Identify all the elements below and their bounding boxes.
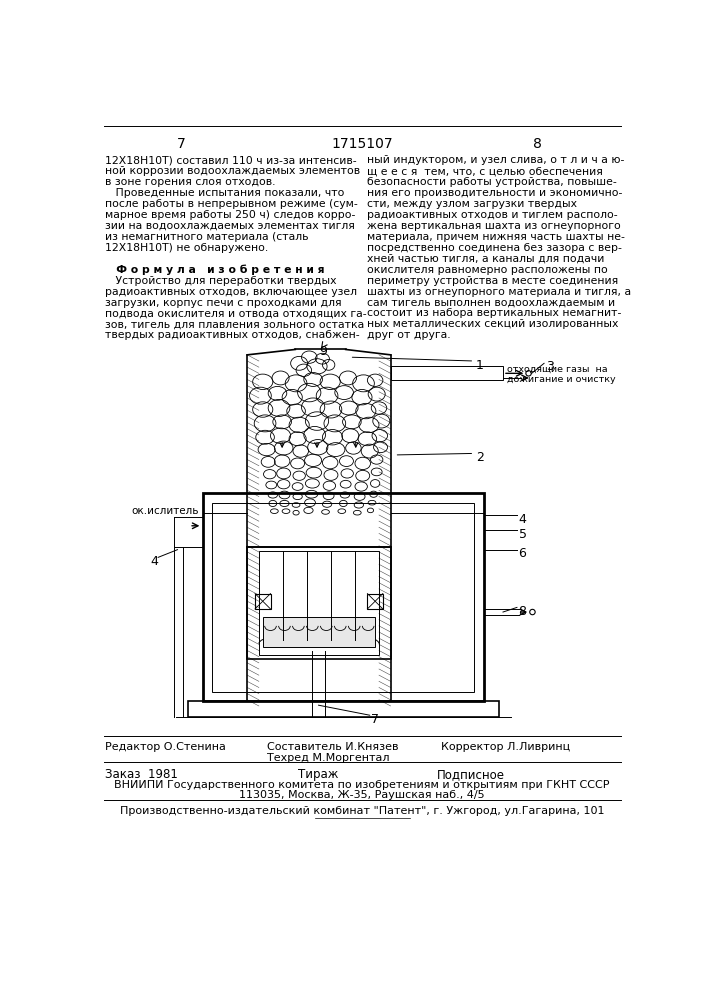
Text: твердых радиоактивных отходов, снабжен-: твердых радиоактивных отходов, снабжен- xyxy=(105,330,360,340)
Bar xyxy=(187,701,499,717)
Bar xyxy=(368,594,383,609)
Text: Заказ  1981: Заказ 1981 xyxy=(105,768,178,781)
Text: 6: 6 xyxy=(518,547,527,560)
Text: щ е е с я  тем, что, с целью обеспечения: щ е е с я тем, что, с целью обеспечения xyxy=(368,166,603,176)
Text: окислителя равномерно расположены по: окислителя равномерно расположены по xyxy=(368,265,608,275)
Text: 1: 1 xyxy=(476,359,484,372)
Text: ния его производительности и экономично-: ния его производительности и экономично- xyxy=(368,188,623,198)
Text: в зоне горения слоя отходов.: в зоне горения слоя отходов. xyxy=(105,177,276,187)
Bar xyxy=(203,493,484,701)
Text: Тираж: Тираж xyxy=(298,768,338,781)
Text: 8: 8 xyxy=(534,137,542,151)
Text: Подписное: Подписное xyxy=(437,768,505,781)
Text: шахты из огнеупорного материала и тигля, а: шахты из огнеупорного материала и тигля,… xyxy=(368,287,631,297)
Text: 2: 2 xyxy=(476,451,484,464)
Text: ный индуктором, и узел слива, о т л и ч а ю-: ный индуктором, и узел слива, о т л и ч … xyxy=(368,155,625,165)
Text: отходящие газы  на
дожигание и очистку: отходящие газы на дожигание и очистку xyxy=(507,365,616,384)
Text: Устройство для переработки твердых: Устройство для переработки твердых xyxy=(105,276,337,286)
Text: зов, тигель для плавления зольного остатка: зов, тигель для плавления зольного остат… xyxy=(105,319,365,329)
Text: ок.ислитель: ок.ислитель xyxy=(131,506,199,516)
Text: 7: 7 xyxy=(371,713,379,726)
Text: ВНИИПИ Государственного комитета по изобретениям и открытиям при ГКНТ СССР: ВНИИПИ Государственного комитета по изоб… xyxy=(115,780,609,790)
Bar xyxy=(212,503,474,692)
Text: 113035, Москва, Ж-35, Раушская наб., 4/5: 113035, Москва, Ж-35, Раушская наб., 4/5 xyxy=(239,790,485,800)
Text: 5: 5 xyxy=(518,528,527,541)
Text: сти, между узлом загрузки твердых: сти, между узлом загрузки твердых xyxy=(368,199,578,209)
Bar xyxy=(259,551,379,655)
Text: 12Х18Н10Т) составил 110 ч из-за интенсив-: 12Х18Н10Т) составил 110 ч из-за интенсив… xyxy=(105,155,357,165)
Text: загрузки, корпус печи с проходками для: загрузки, корпус печи с проходками для xyxy=(105,298,342,308)
Text: Составитель И.Князев: Составитель И.Князев xyxy=(267,742,398,752)
Bar xyxy=(263,617,375,647)
Text: подвода окислителя и отвода отходящих га-: подвода окислителя и отвода отходящих га… xyxy=(105,308,367,318)
Text: Редактор О.Стенина: Редактор О.Стенина xyxy=(105,742,226,752)
Text: хней частью тигля, а каналы для подачи: хней частью тигля, а каналы для подачи xyxy=(368,254,604,264)
Text: посредственно соединена без зазора с вер-: посредственно соединена без зазора с вер… xyxy=(368,243,622,253)
Text: радиоактивных отходов, включающее узел: радиоактивных отходов, включающее узел xyxy=(105,287,358,297)
Text: Производственно-издательский комбинат "Патент", г. Ужгород, ул.Гагарина, 101: Производственно-издательский комбинат "П… xyxy=(119,806,604,816)
Text: 12Х18Н10Т) не обнаружено.: 12Х18Н10Т) не обнаружено. xyxy=(105,243,269,253)
Text: ных металлических секций изолированных: ных металлических секций изолированных xyxy=(368,319,619,329)
Text: Корректор Л.Ливринц: Корректор Л.Ливринц xyxy=(441,742,570,752)
Bar xyxy=(247,547,391,659)
Text: марное время работы 250 ч) следов корро-: марное время работы 250 ч) следов корро- xyxy=(105,210,356,220)
Text: зии на водоохлаждаемых элементах тигля: зии на водоохлаждаемых элементах тигля xyxy=(105,221,356,231)
Text: периметру устройства в месте соединения: периметру устройства в месте соединения xyxy=(368,276,619,286)
Text: безопасности работы устройства, повыше-: безопасности работы устройства, повыше- xyxy=(368,177,617,187)
Text: радиоактивных отходов и тиглем располо-: радиоактивных отходов и тиглем располо- xyxy=(368,210,618,220)
Bar xyxy=(255,594,271,609)
Text: Техред М.Моргентал: Техред М.Моргентал xyxy=(267,753,389,763)
Text: после работы в непрерывном режиме (сум-: после работы в непрерывном режиме (сум- xyxy=(105,199,358,209)
Text: состоит из набора вертикальных немагнит-: состоит из набора вертикальных немагнит- xyxy=(368,308,621,318)
Text: Ф о р м у л а   и з о б р е т е н и я: Ф о р м у л а и з о б р е т е н и я xyxy=(105,265,325,275)
Text: 4: 4 xyxy=(518,513,527,526)
Text: Проведенные испытания показали, что: Проведенные испытания показали, что xyxy=(105,188,345,198)
Text: сам тигель выполнен водоохлаждаемым и: сам тигель выполнен водоохлаждаемым и xyxy=(368,298,616,308)
Text: 3: 3 xyxy=(546,360,554,373)
Bar xyxy=(391,366,503,380)
Text: из немагнитного материала (сталь: из немагнитного материала (сталь xyxy=(105,232,309,242)
Text: 9: 9 xyxy=(320,345,327,358)
Text: материала, причем нижняя часть шахты не-: материала, причем нижняя часть шахты не- xyxy=(368,232,625,242)
Text: 7: 7 xyxy=(177,137,186,151)
Text: ной коррозии водоохлаждаемых элементов: ной коррозии водоохлаждаемых элементов xyxy=(105,166,361,176)
Text: 4: 4 xyxy=(151,555,158,568)
Text: жена вертикальная шахта из огнеупорного: жена вертикальная шахта из огнеупорного xyxy=(368,221,621,231)
Text: 1715107: 1715107 xyxy=(331,137,393,151)
Text: друг от друга.: друг от друга. xyxy=(368,330,451,340)
Text: 8: 8 xyxy=(518,605,527,618)
